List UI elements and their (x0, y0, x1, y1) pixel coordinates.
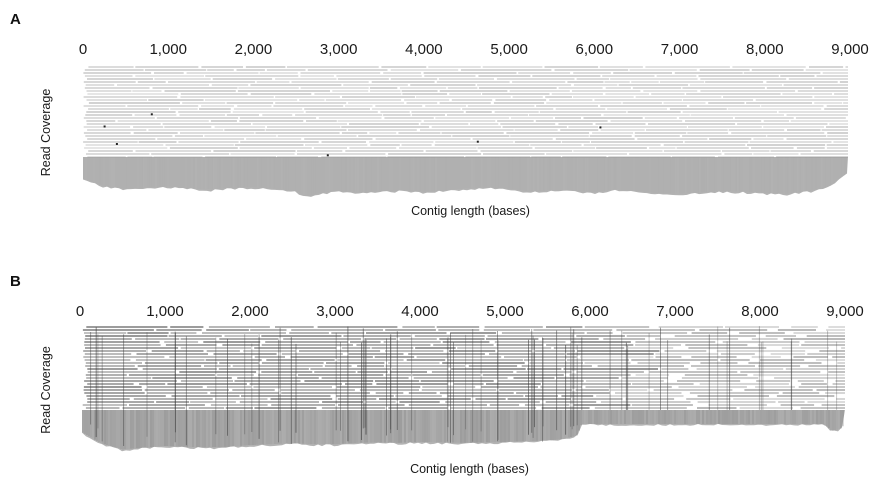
y-axis-label: Read Coverage (39, 346, 53, 434)
panel-label: B (10, 273, 21, 290)
x-tick-label: 6,000 (576, 41, 614, 58)
coverage-texture (83, 157, 847, 197)
coverage-area (82, 410, 845, 452)
x-tick-label: 0 (79, 41, 87, 58)
x-tick-label: 0 (76, 303, 84, 320)
x-tick-label: 8,000 (741, 303, 779, 320)
coverage-area (83, 157, 848, 197)
panel-a: A 0 1,000 2,000 3,000 4,000 5,000 6,000 7,000 8,0… (10, 11, 869, 218)
x-tick-label: 6,000 (571, 303, 609, 320)
x-axis-label: Contig length (bases) (411, 204, 530, 218)
x-tick-label: 3,000 (320, 41, 358, 58)
x-tick-label: 7,000 (661, 41, 699, 58)
reads-pileup (82, 326, 845, 446)
x-tick-label: 4,000 (401, 303, 439, 320)
x-tick-label: 1,000 (149, 41, 187, 58)
coverage-texture (82, 410, 844, 450)
panel-label: A (10, 11, 21, 28)
x-tick-label: 9,000 (826, 303, 864, 320)
x-axis-label: Contig length (bases) (410, 462, 529, 476)
panel-b: B 0 1,000 2,000 3,000 4,000 5,000 6,000 7,000 8,0… (10, 273, 864, 476)
x-tick-label: 8,000 (746, 41, 784, 58)
x-tick-label: 2,000 (235, 41, 273, 58)
x-tick-label: 5,000 (490, 41, 528, 58)
x-tick-label: 4,000 (405, 41, 443, 58)
x-tick-label: 3,000 (316, 303, 354, 320)
x-tick-label: 2,000 (231, 303, 269, 320)
x-tick-label: 1,000 (146, 303, 184, 320)
x-tick-label: 9,000 (831, 41, 869, 58)
x-tick-label: 7,000 (656, 303, 694, 320)
reads-pileup (83, 66, 848, 158)
y-axis-label: Read Coverage (39, 89, 53, 177)
x-tick-label: 5,000 (486, 303, 524, 320)
